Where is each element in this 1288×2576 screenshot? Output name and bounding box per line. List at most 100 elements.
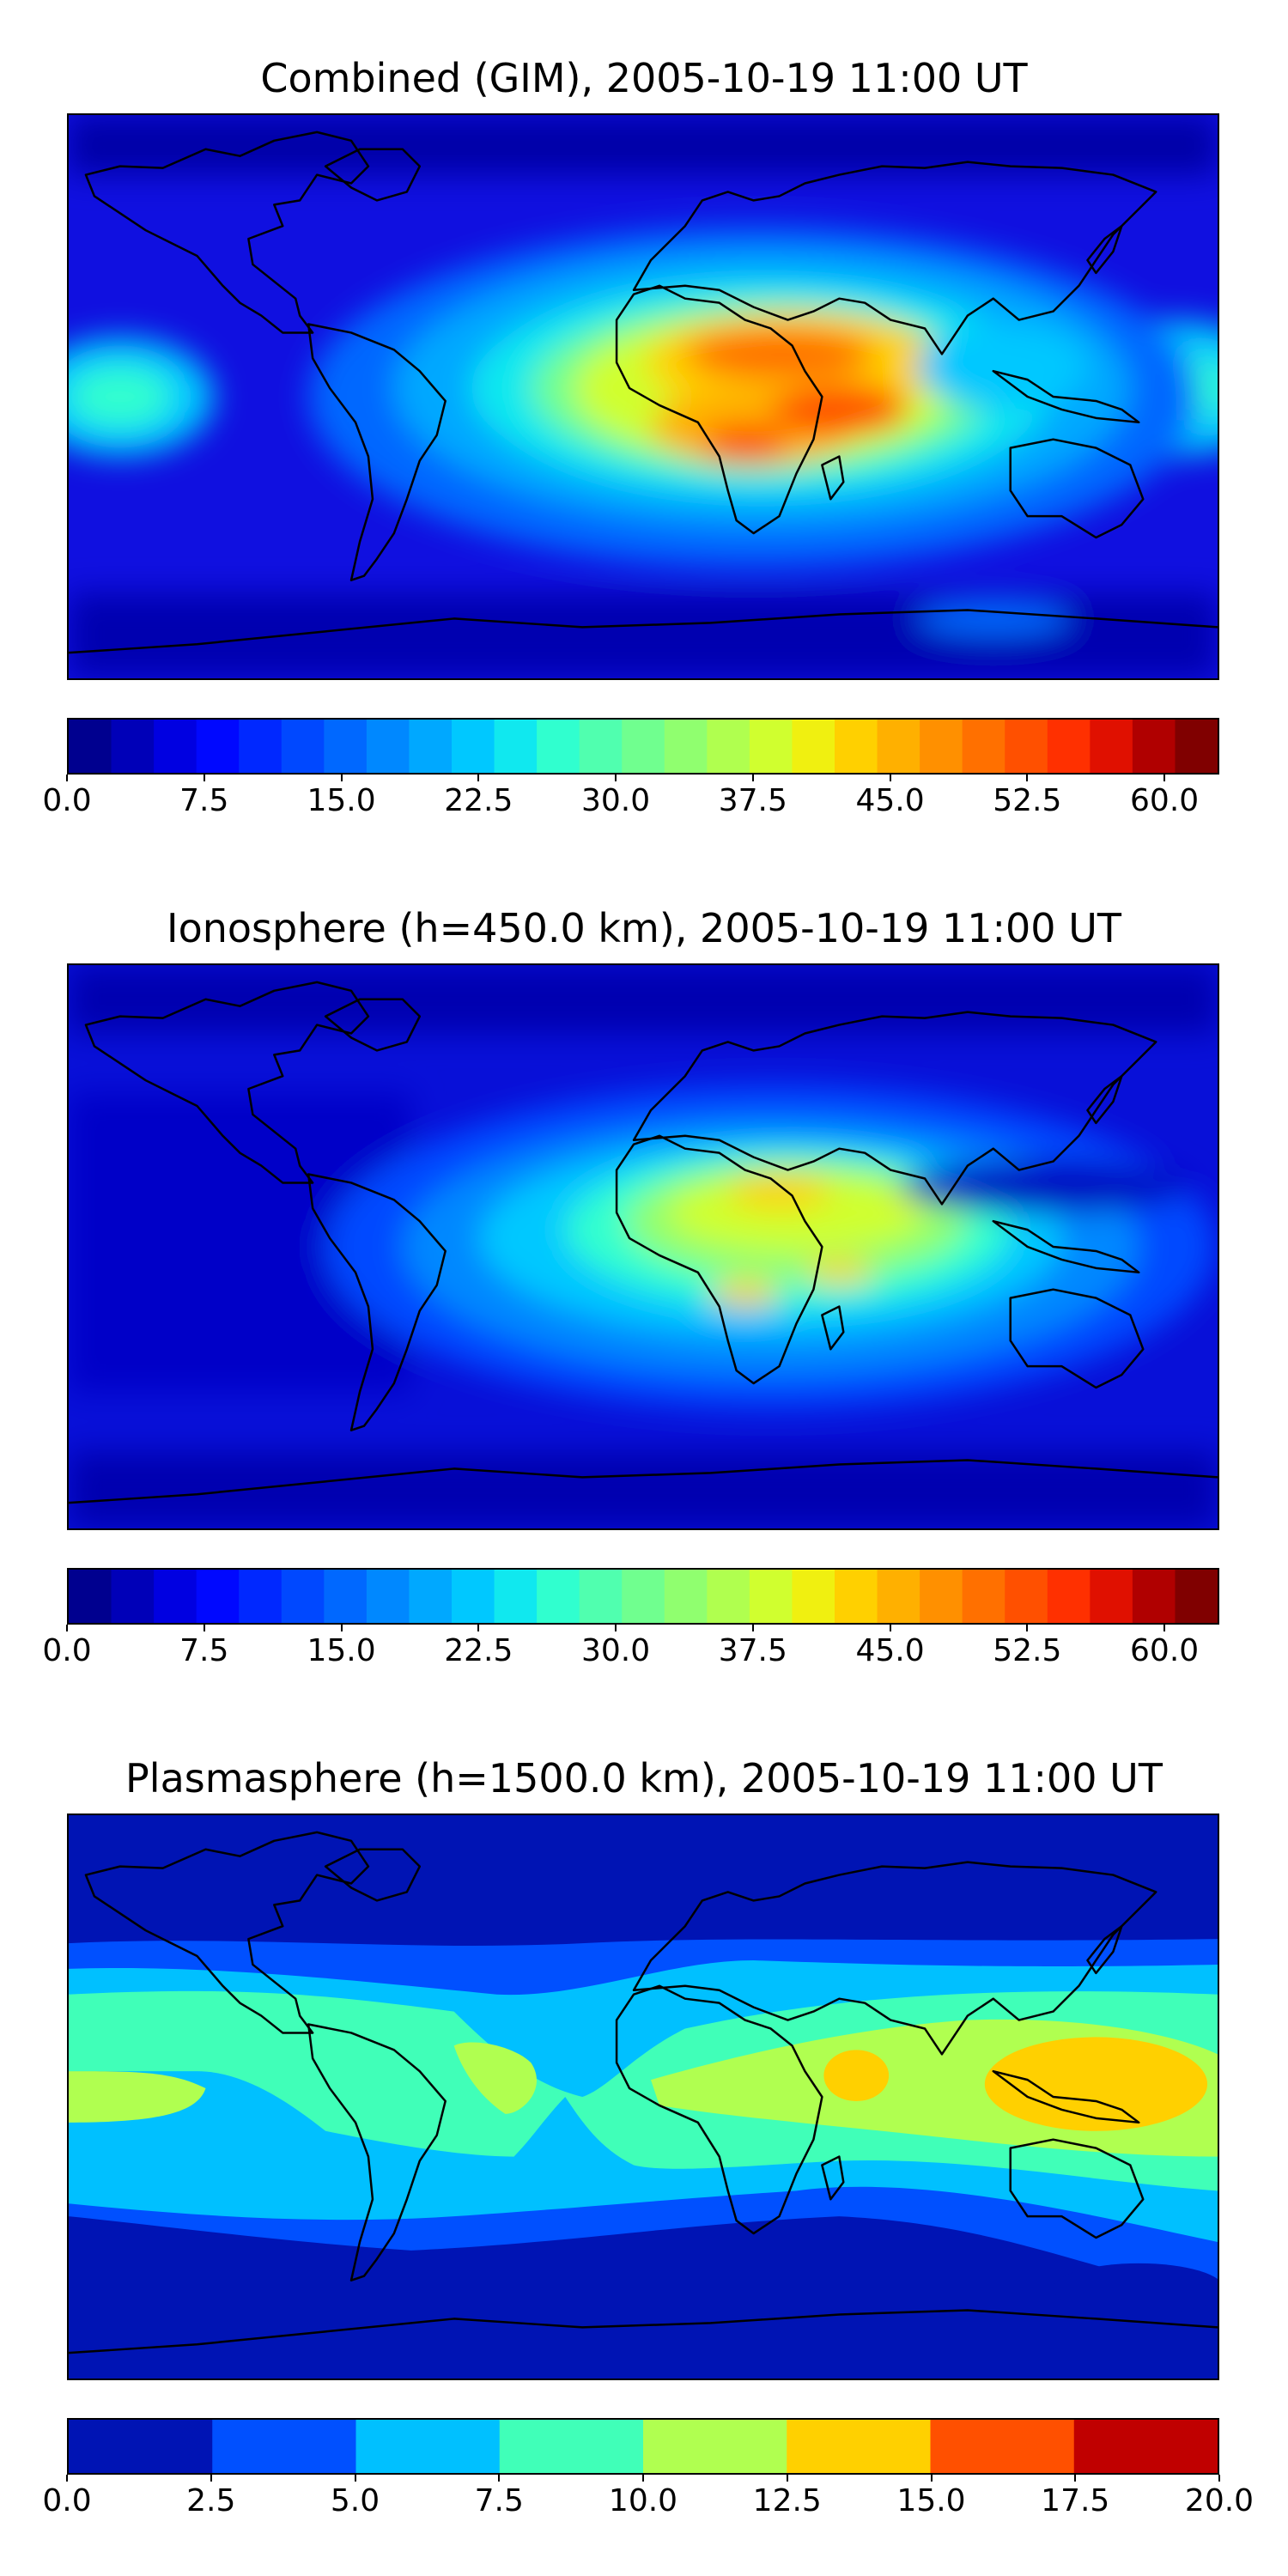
colorbar-segment [537,1570,580,1623]
colorbar-tick-label: 2.5 [186,2483,236,2518]
colorbar-segment [69,720,112,773]
colorbar-tick-label: 5.0 [330,2483,380,2518]
colorbar-segment [451,1570,495,1623]
colorbar-segment [749,720,793,773]
colorbar-segment [920,1570,963,1623]
colorbar-segment [366,1570,410,1623]
colorbar-segment [499,2420,644,2473]
colorbar-segment [196,1570,240,1623]
colorbar-tick-label: 30.0 [580,1633,651,1668]
panel-title-combined: Combined (GIM), 2005-10-19 11:00 UT [260,55,1028,101]
colorbar-segment [324,1570,368,1623]
colorbar-tick-mark [340,1625,343,1631]
colorbar-segment [792,1570,835,1623]
colorbar-tick-mark [930,2475,933,2482]
colorbar-gradient-ionosphere [69,1570,1218,1623]
colorbar-segment [409,1570,453,1623]
colorbar-tick-mark [66,2475,68,2482]
colorbar-segment [1047,1570,1091,1623]
colorbar-tick-label: 60.0 [1130,1633,1200,1668]
colorbar-segment [451,720,495,773]
colorbar-segment [664,1570,708,1623]
colorbar-ticks-ionosphere: 0.0 7.5 15.0 22.5 30.0 37.5 45.0 52.5 60.0 [0,1625,1288,1676]
colorbar-tick-label: 37.5 [718,1633,787,1668]
colorbar-segment [1005,720,1048,773]
colorbar-tick-label: 30.0 [580,783,651,818]
colorbar-segment [962,720,1005,773]
colorbar-tick-mark [889,775,891,781]
colorbar-segment [154,720,197,773]
colorbar-tick-mark [889,1625,891,1631]
colorbar-tick-label: 15.0 [896,2483,966,2518]
colorbar-tick-mark [477,1625,480,1631]
colorbar-tick-mark [1218,2475,1220,2482]
colorbar-segment [196,720,240,773]
colorbar-segment [579,720,623,773]
colorbar-tick-label: 15.0 [307,1633,376,1668]
coastline-ionosphere [69,981,1218,1504]
colorbar-segment [324,720,368,773]
colorbar-segment [1090,720,1133,773]
coastline-combined [69,131,1218,654]
colorbar-segment [355,2420,501,2473]
colorbar-segment [1090,1570,1133,1623]
colorbar-segment [1005,1570,1048,1623]
colorbar-tick-mark [642,2475,644,2482]
colorbar-ticks-combined: 0.0 7.5 15.0 22.5 30.0 37.5 45.0 52.5 60.0 [0,775,1288,826]
colorbar-ticks-plasmasphere: 0.0 2.5 5.0 7.5 10.0 12.5 15.0 17.5 20.0 [0,2475,1288,2526]
colorbar-segment [281,1570,325,1623]
colorbar-tick-label: 0.0 [42,2483,92,2518]
colorbar-tick-label: 37.5 [718,783,787,818]
colorbar-tick-label: 7.5 [474,2483,524,2518]
colorbar-tick-label: 20.0 [1184,2483,1255,2518]
colorbar-segment [1175,720,1218,773]
colorbar-segment [494,1570,538,1623]
colorbar-tick-label: 52.5 [993,783,1062,818]
colorbar-tick-label: 52.5 [993,1633,1062,1668]
colorbar-segment [664,720,708,773]
colorbar-tick-mark [1026,775,1029,781]
colorbar-gradient-plasmasphere [69,2420,1218,2473]
colorbar-tick-label: 10.0 [608,2483,678,2518]
colorbar-segment [643,2420,787,2473]
colorbar-segment [1073,2420,1218,2473]
colorbar-segment [239,1570,283,1623]
colorbar-segment [877,1570,920,1623]
colorbar-segment [835,720,878,773]
colorbar-tick-mark [615,775,617,781]
colorbar-segment [1175,1570,1218,1623]
colorbar-tick-mark [1163,1625,1166,1631]
colorbar-tick-label: 22.5 [444,783,513,818]
colorbar-segment [1132,720,1176,773]
panel-title-plasmasphere: Plasmasphere (h=1500.0 km), 2005-10-19 1… [125,1755,1163,1801]
colorbar-segment [239,720,283,773]
colorbar-ionosphere [67,1568,1219,1625]
colorbar-tick-mark [477,775,480,781]
colorbar-segment [787,2420,932,2473]
colorbar-tick-mark [66,775,68,781]
colorbar-tick-mark [1163,775,1166,781]
colorbar-tick-label: 45.0 [855,783,925,818]
colorbar-tick-label: 0.0 [42,783,92,818]
colorbar-tick-label: 0.0 [42,1633,92,1668]
colorbar-segment [962,1570,1005,1623]
colorbar-tick-mark [1026,1625,1029,1631]
colorbar-tick-label: 7.5 [179,783,229,818]
colorbar-segment [409,720,453,773]
colorbar-segment [1047,720,1091,773]
colorbar-segment [537,720,580,773]
colorbar-gradient-combined [69,720,1218,773]
colorbar-tick-label: 12.5 [752,2483,822,2518]
tec-map-plasmasphere [69,1815,1218,2379]
colorbar-tick-mark [615,1625,617,1631]
colorbar-tick-mark [786,2475,788,2482]
colorbar-tick-label: 60.0 [1130,783,1200,818]
colorbar-segment [707,1570,750,1623]
colorbar-tick-mark [210,2475,212,2482]
colorbar-segment [111,1570,155,1623]
coastline-plasmasphere [69,1831,1218,2354]
colorbar-tick-label: 22.5 [444,1633,513,1668]
colorbar-segment [930,2420,1075,2473]
colorbar-segment [622,1570,665,1623]
colorbar-tick-mark [340,775,343,781]
